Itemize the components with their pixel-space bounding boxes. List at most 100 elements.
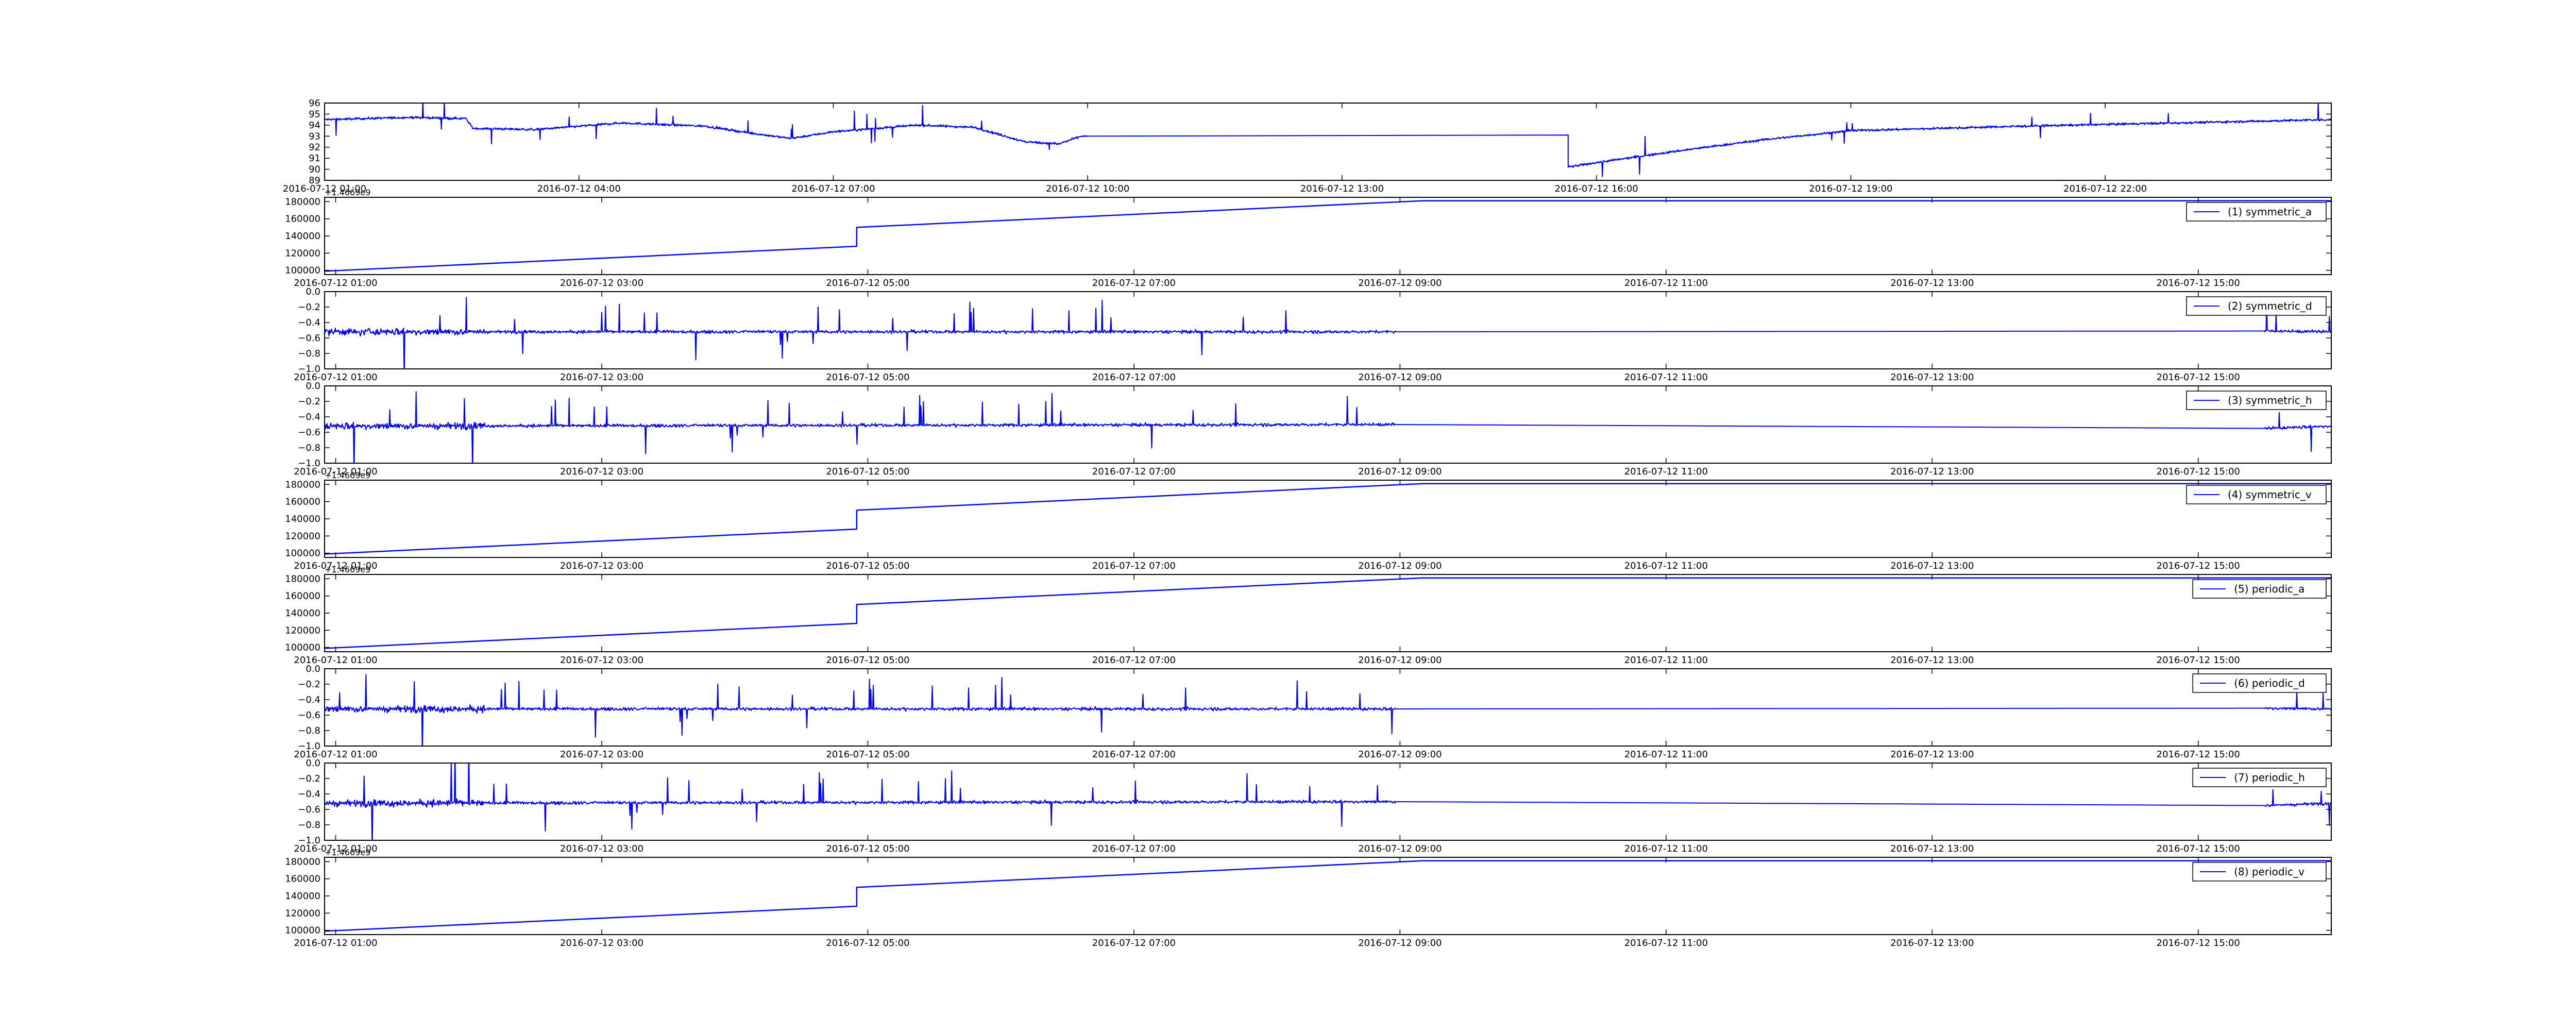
series-line-6-1 bbox=[325, 577, 2331, 649]
x-tick-label: 2016-07-12 07:00 bbox=[791, 183, 875, 194]
legend: (8) periodic_v bbox=[2192, 862, 2327, 882]
y-tick-label: −0.8 bbox=[298, 820, 320, 831]
x-tick-label: 2016-07-12 11:00 bbox=[1624, 749, 1708, 760]
x-tick-label: 2016-07-12 13:00 bbox=[1890, 278, 1974, 289]
x-tick-label: 2016-07-12 15:00 bbox=[2157, 843, 2240, 854]
y-tick-label: 140000 bbox=[285, 608, 320, 619]
x-tick-label: 2016-07-12 11:00 bbox=[1624, 466, 1708, 477]
y-tick-label: −0.8 bbox=[298, 443, 320, 453]
x-tick-label: 2016-07-12 11:00 bbox=[1624, 561, 1708, 571]
y-tick-label: 120000 bbox=[285, 625, 320, 636]
y-tick-label: 90 bbox=[309, 164, 320, 175]
x-tick-label: 2016-07-12 07:00 bbox=[1092, 561, 1176, 571]
x-tick-label: 2016-07-12 01:00 bbox=[294, 278, 377, 289]
x-tick-label: 2016-07-12 16:00 bbox=[1555, 183, 1638, 194]
x-tick-label: 2016-07-12 15:00 bbox=[2157, 466, 2240, 477]
y-tick-label: 96 bbox=[309, 98, 320, 109]
x-tick-label: 2016-07-12 10:00 bbox=[1046, 183, 1129, 194]
x-tick-label: 2016-07-12 01:00 bbox=[294, 938, 377, 949]
y-tick-label: −0.2 bbox=[298, 679, 320, 690]
y-tick-label: 120000 bbox=[285, 248, 320, 259]
legend-label: (3) symmetric_h bbox=[2228, 394, 2312, 407]
axes-frame bbox=[324, 763, 2332, 841]
y-tick-label: −1.0 bbox=[298, 835, 320, 846]
series-line-1-1 bbox=[325, 103, 2331, 177]
series-line-8-1 bbox=[325, 763, 2331, 840]
y-tick-label: −0.6 bbox=[298, 333, 320, 344]
series-line-3-1 bbox=[325, 297, 2331, 369]
subplot-9: 100000 120000 140000 160000 180000 2016-07-12… bbox=[285, 848, 2332, 949]
x-tick-label: 2016-07-12 03:00 bbox=[560, 655, 643, 666]
x-tick-label: 2016-07-12 03:00 bbox=[560, 372, 643, 383]
x-tick-label: 2016-07-12 13:00 bbox=[1890, 749, 1974, 760]
y-tick-label: 140000 bbox=[285, 891, 320, 902]
legend-label: (7) periodic_h bbox=[2234, 771, 2305, 784]
axes-frame bbox=[324, 480, 2332, 558]
y-offset-label: +1.4669e9 bbox=[325, 470, 370, 480]
axes-frame bbox=[324, 197, 2332, 275]
subplot-7: −1.0 −0.8 −0.6 −0.4 −0.2 0.0 2016-07-12 01:00 2… bbox=[294, 664, 2332, 760]
series-line-2-1 bbox=[325, 200, 2331, 272]
legend: (3) symmetric_h bbox=[2186, 391, 2327, 410]
y-tick-label: −0.4 bbox=[298, 789, 320, 800]
axes-frame bbox=[324, 291, 2332, 369]
legend-label: (4) symmetric_v bbox=[2228, 488, 2312, 501]
y-tick-label: −0.8 bbox=[298, 725, 320, 736]
x-tick-label: 2016-07-12 22:00 bbox=[2063, 183, 2147, 194]
series-line-9-1 bbox=[325, 860, 2331, 932]
y-tick-label: 92 bbox=[309, 142, 320, 153]
axes-frame bbox=[324, 574, 2332, 652]
x-tick-label: 2016-07-12 07:00 bbox=[1092, 278, 1176, 289]
x-tick-label: 2016-07-12 13:00 bbox=[1890, 843, 1974, 854]
x-tick-label: 2016-07-12 13:00 bbox=[1890, 372, 1974, 383]
y-tick-label: −1.0 bbox=[298, 741, 320, 752]
x-tick-label: 2016-07-12 04:00 bbox=[537, 183, 621, 194]
y-tick-label: 140000 bbox=[285, 514, 320, 524]
x-tick-label: 2016-07-12 03:00 bbox=[560, 278, 643, 289]
y-tick-label: −0.4 bbox=[298, 695, 320, 705]
series-line-5-1 bbox=[325, 483, 2331, 555]
x-tick-label: 2016-07-12 05:00 bbox=[826, 278, 909, 289]
axes-frame bbox=[324, 668, 2332, 747]
x-tick-label: 2016-07-12 05:00 bbox=[826, 749, 909, 760]
x-tick-label: 2016-07-12 03:00 bbox=[560, 466, 643, 477]
legend: (1) symmetric_a bbox=[2186, 202, 2327, 222]
axes-frame bbox=[324, 857, 2332, 935]
x-tick-label: 2016-07-12 01:00 bbox=[294, 749, 377, 760]
x-tick-label: 2016-07-12 07:00 bbox=[1092, 843, 1176, 854]
x-tick-label: 2016-07-12 19:00 bbox=[1809, 183, 1892, 194]
y-tick-label: 95 bbox=[309, 109, 320, 120]
x-tick-label: 2016-07-12 11:00 bbox=[1624, 278, 1708, 289]
y-tick-label: −0.6 bbox=[298, 710, 320, 721]
y-tick-label: −0.4 bbox=[298, 317, 320, 328]
y-tick-label: 100000 bbox=[285, 642, 320, 653]
y-tick-label: 120000 bbox=[285, 908, 320, 919]
x-tick-label: 2016-07-12 09:00 bbox=[1358, 938, 1442, 949]
legend: (5) periodic_a bbox=[2192, 579, 2327, 599]
y-tick-label: 180000 bbox=[285, 196, 320, 207]
y-tick-label: −0.8 bbox=[298, 348, 320, 359]
series-line-7-1 bbox=[325, 674, 2331, 746]
y-tick-label: 0.0 bbox=[306, 286, 320, 297]
x-tick-label: 2016-07-12 01:00 bbox=[283, 183, 366, 194]
subplot-3: −1.0 −0.8 −0.6 −0.4 −0.2 0.0 2016-07-12 01:00 2… bbox=[294, 286, 2332, 383]
y-tick-label: 0.0 bbox=[306, 381, 320, 392]
x-tick-label: 2016-07-12 01:00 bbox=[294, 655, 377, 666]
x-tick-label: 2016-07-12 05:00 bbox=[826, 466, 909, 477]
y-tick-label: 180000 bbox=[285, 479, 320, 490]
x-tick-label: 2016-07-12 07:00 bbox=[1092, 655, 1176, 666]
y-tick-label: 160000 bbox=[285, 874, 320, 885]
x-tick-label: 2016-07-12 03:00 bbox=[560, 749, 643, 760]
x-tick-label: 2016-07-12 09:00 bbox=[1358, 749, 1442, 760]
legend-label: (6) periodic_d bbox=[2234, 677, 2305, 689]
x-tick-label: 2016-07-12 01:00 bbox=[294, 843, 377, 854]
x-tick-label: 2016-07-12 01:00 bbox=[294, 466, 377, 477]
y-tick-label: 89 bbox=[309, 175, 320, 186]
legend-label: (1) symmetric_a bbox=[2228, 206, 2312, 218]
x-tick-label: 2016-07-12 13:00 bbox=[1890, 938, 1974, 949]
x-tick-label: 2016-07-12 09:00 bbox=[1358, 655, 1442, 666]
y-tick-label: 160000 bbox=[285, 497, 320, 507]
x-tick-label: 2016-07-12 05:00 bbox=[826, 372, 909, 383]
y-offset-label: +1.4669e9 bbox=[325, 188, 370, 197]
